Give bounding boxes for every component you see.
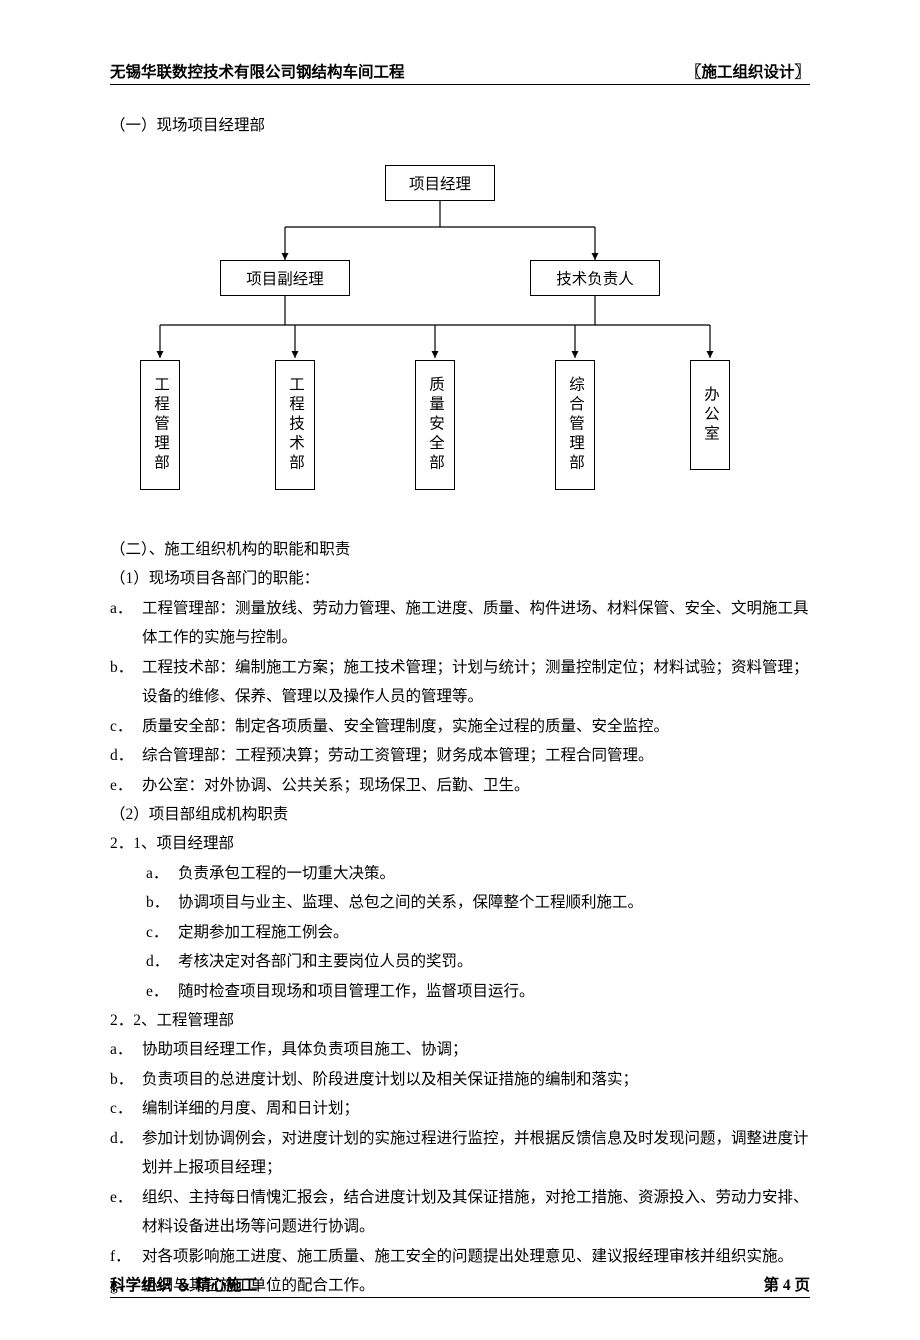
list-item-text: 工程技术部：编制施工方案；施工技术管理；计划与统计；测量控制定位；材料试验；资料… xyxy=(142,653,810,712)
org-chart: 项目经理 项目副经理 技术负责人 工程管理部 工程技术部 质量安全部 综合管理部… xyxy=(110,165,810,515)
page-header: 无锡华联数控技术有限公司钢结构车间工程 〖施工组织设计〗 xyxy=(110,60,810,85)
org-node-sub1: 项目副经理 xyxy=(220,260,350,296)
list-item-text: 参加计划协调例会，对进度计划的实施过程进行监控，并根据反馈信息及时发现问题，调整… xyxy=(142,1124,810,1183)
list-item-key: b． xyxy=(110,653,142,712)
footer-right: 第 4 页 xyxy=(763,1273,810,1295)
list-item: d．综合管理部：工程预决算；劳动工资管理；财务成本管理；工程合同管理。 xyxy=(110,741,810,770)
page-footer: 科学组织 ＆ 精心施工 第 4 页 xyxy=(110,1273,810,1298)
dept-duties-list: a．工程管理部：测量放线、劳动力管理、施工进度、质量、构件进场、材料保管、安全、… xyxy=(110,594,810,800)
list-item: c．编制详细的月度、周和日计划； xyxy=(110,1094,810,1123)
org-node-leaf5: 办公室 xyxy=(690,360,730,470)
list-item: e．组织、主持每日情愧汇报会，结合进度计划及其保证措施，对抢工措施、资源投入、劳… xyxy=(110,1183,810,1242)
list-item: c．质量安全部：制定各项质量、安全管理制度，实施全过程的质量、安全监控。 xyxy=(110,712,810,741)
list-item: f．对各项影响施工进度、施工质量、施工安全的问题提出处理意见、建议报经理审核并组… xyxy=(110,1242,810,1271)
list-item-text: 办公室：对外协调、公共关系；现场保卫、后勤、卫生。 xyxy=(142,771,810,800)
list-item-text: 定期参加工程施工例会。 xyxy=(178,918,810,947)
org-node-root: 项目经理 xyxy=(385,165,495,201)
org-node-label: 项目经理 xyxy=(409,172,471,194)
list-item-key: b． xyxy=(146,888,178,917)
list-item-key: e． xyxy=(110,1183,142,1242)
list-item-key: f． xyxy=(110,1242,142,1271)
org-node-sub2: 技术负责人 xyxy=(530,260,660,296)
header-right: 〖施工组织设计〗 xyxy=(686,60,810,82)
list-item-text: 对各项影响施工进度、施工质量、施工安全的问题提出处理意见、建议报经理审核并组织实… xyxy=(142,1242,810,1271)
list-item-key: d． xyxy=(110,741,142,770)
org-node-leaf3: 质量安全部 xyxy=(415,360,455,490)
list-item-text: 质量安全部：制定各项质量、安全管理制度，实施全过程的质量、安全监控。 xyxy=(142,712,810,741)
list-item-text: 随时检查项目现场和项目管理工作，监督项目运行。 xyxy=(178,977,810,1006)
sub-2-2: （2）项目部组成机构职责 xyxy=(110,800,810,829)
section-1-title: （一）现场项目经理部 xyxy=(110,113,810,135)
list-item: b．工程技术部：编制施工方案；施工技术管理；计划与统计；测量控制定位；材料试验；… xyxy=(110,653,810,712)
page: 无锡华联数控技术有限公司钢结构车间工程 〖施工组织设计〗 （一）现场项目经理部 xyxy=(0,0,920,1340)
list-item-key: c． xyxy=(110,712,142,741)
list-item: c．定期参加工程施工例会。 xyxy=(146,918,810,947)
section-2-title: （二）、施工组织机构的职能和职责 xyxy=(110,535,810,564)
list-item: e．办公室：对外协调、公共关系；现场保卫、后勤、卫生。 xyxy=(110,771,810,800)
list-item: a．负责承包工程的一切重大决策。 xyxy=(146,859,810,888)
org-node-label: 技术负责人 xyxy=(556,267,634,289)
list-item: d．参加计划协调例会，对进度计划的实施过程进行监控，并根据反馈信息及时发现问题，… xyxy=(110,1124,810,1183)
list-item-text: 工程管理部：测量放线、劳动力管理、施工进度、质量、构件进场、材料保管、安全、文明… xyxy=(142,594,810,653)
org-node-label: 工程技术部 xyxy=(284,376,306,474)
list-item-text: 协调项目与业主、监理、总包之间的关系，保障整个工程顺利施工。 xyxy=(178,888,810,917)
body-text: （二）、施工组织机构的职能和职责 （1）现场项目各部门的职能： a．工程管理部：… xyxy=(110,535,810,1300)
org-node-leaf1: 工程管理部 xyxy=(140,360,180,490)
list-item: a．协助项目经理工作，具体负责项目施工、协调； xyxy=(110,1035,810,1064)
list-item-text: 组织、主持每日情愧汇报会，结合进度计划及其保证措施，对抢工措施、资源投入、劳动力… xyxy=(142,1183,810,1242)
list-item-text: 负责项目的总进度计划、阶段进度计划以及相关保证措施的编制和落实； xyxy=(142,1065,810,1094)
sub-2-1: （1）现场项目各部门的职能： xyxy=(110,564,810,593)
list-item-text: 协助项目经理工作，具体负责项目施工、协调； xyxy=(142,1035,810,1064)
list-item: a．工程管理部：测量放线、劳动力管理、施工进度、质量、构件进场、材料保管、安全、… xyxy=(110,594,810,653)
list-item-text: 编制详细的月度、周和日计划； xyxy=(142,1094,810,1123)
list-item-key: e． xyxy=(110,771,142,800)
org-node-label: 质量安全部 xyxy=(424,376,446,474)
org-node-label: 综合管理部 xyxy=(564,376,586,474)
list-item: b．负责项目的总进度计划、阶段进度计划以及相关保证措施的编制和落实； xyxy=(110,1065,810,1094)
list-item-key: a． xyxy=(110,594,142,653)
footer-left: 科学组织 ＆ 精心施工 xyxy=(110,1273,257,1295)
org-node-label: 工程管理部 xyxy=(149,376,171,474)
org-node-label: 项目副经理 xyxy=(246,267,324,289)
sec-2-1-list: a．负责承包工程的一切重大决策。b．协调项目与业主、监理、总包之间的关系，保障整… xyxy=(110,859,810,1006)
list-item-text: 负责承包工程的一切重大决策。 xyxy=(178,859,810,888)
list-item-text: 考核决定对各部门和主要岗位人员的奖罚。 xyxy=(178,947,810,976)
list-item-key: e． xyxy=(146,977,178,1006)
list-item-text: 综合管理部：工程预决算；劳动工资管理；财务成本管理；工程合同管理。 xyxy=(142,741,810,770)
sec-2-2-title: 2．2、工程管理部 xyxy=(110,1006,810,1035)
sec-2-2-list: a．协助项目经理工作，具体负责项目施工、协调；b．负责项目的总进度计划、阶段进度… xyxy=(110,1035,810,1300)
list-item-key: d． xyxy=(110,1124,142,1183)
org-node-leaf2: 工程技术部 xyxy=(275,360,315,490)
list-item-key: c． xyxy=(146,918,178,947)
sec-2-1-title: 2．1、项目经理部 xyxy=(110,829,810,858)
list-item: e．随时检查项目现场和项目管理工作，监督项目运行。 xyxy=(146,977,810,1006)
list-item-key: c． xyxy=(110,1094,142,1123)
list-item-key: a． xyxy=(146,859,178,888)
list-item-key: b． xyxy=(110,1065,142,1094)
list-item-key: d． xyxy=(146,947,178,976)
list-item: d．考核决定对各部门和主要岗位人员的奖罚。 xyxy=(146,947,810,976)
header-left: 无锡华联数控技术有限公司钢结构车间工程 xyxy=(110,60,405,82)
list-item-key: a． xyxy=(110,1035,142,1064)
org-node-leaf4: 综合管理部 xyxy=(555,360,595,490)
list-item: b．协调项目与业主、监理、总包之间的关系，保障整个工程顺利施工。 xyxy=(146,888,810,917)
org-node-label: 办公室 xyxy=(699,386,721,445)
